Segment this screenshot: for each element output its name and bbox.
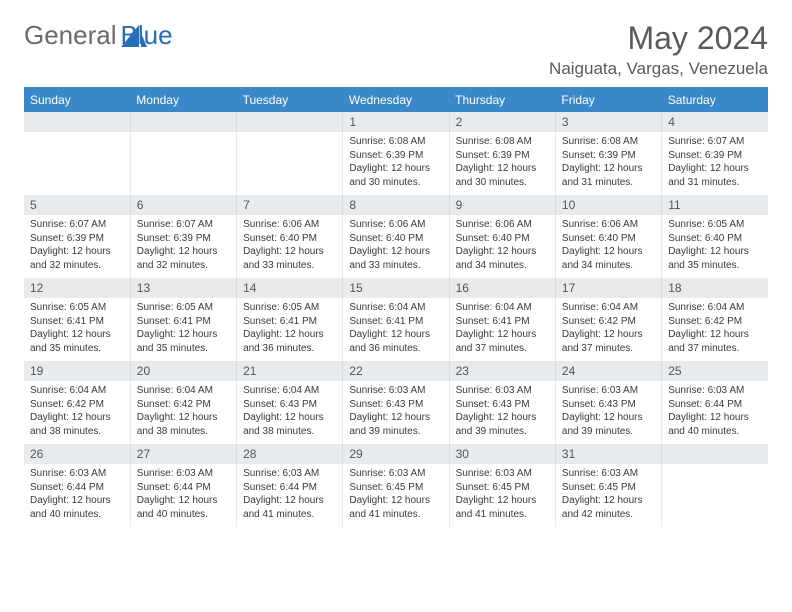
day-number-cell [24,112,130,132]
weekday-header-cell: Monday [130,88,236,113]
day-number-cell: 14 [237,278,343,298]
day-number-cell: 15 [343,278,449,298]
day-detail-cell: Sunrise: 6:05 AMSunset: 6:41 PMDaylight:… [24,298,130,361]
month-title: May 2024 [549,20,768,57]
day-detail-cell: Sunrise: 6:04 AMSunset: 6:42 PMDaylight:… [130,381,236,444]
day-number-cell: 2 [449,112,555,132]
day-number-cell: 6 [130,195,236,215]
calendar-table: SundayMondayTuesdayWednesdayThursdayFrid… [24,87,768,527]
day-detail-cell: Sunrise: 6:08 AMSunset: 6:39 PMDaylight:… [449,132,555,195]
day-detail-cell: Sunrise: 6:05 AMSunset: 6:41 PMDaylight:… [130,298,236,361]
weekday-header-cell: Wednesday [343,88,449,113]
day-number-cell: 30 [449,444,555,464]
day-number-row: 567891011 [24,195,768,215]
day-number-cell: 11 [662,195,768,215]
day-number-row: 12131415161718 [24,278,768,298]
day-number-cell: 13 [130,278,236,298]
title-block: May 2024 Naiguata, Vargas, Venezuela [549,20,768,79]
day-detail-cell: Sunrise: 6:07 AMSunset: 6:39 PMDaylight:… [24,215,130,278]
day-detail-cell: Sunrise: 6:04 AMSunset: 6:43 PMDaylight:… [237,381,343,444]
day-number-cell: 25 [662,361,768,381]
day-number-row: 262728293031 [24,444,768,464]
day-detail-cell: Sunrise: 6:05 AMSunset: 6:40 PMDaylight:… [662,215,768,278]
day-number-row: 19202122232425 [24,361,768,381]
weekday-header-cell: Sunday [24,88,130,113]
day-detail-cell: Sunrise: 6:03 AMSunset: 6:44 PMDaylight:… [662,381,768,444]
day-detail-row: Sunrise: 6:08 AMSunset: 6:39 PMDaylight:… [24,132,768,195]
weekday-header-cell: Tuesday [237,88,343,113]
day-number-cell: 12 [24,278,130,298]
day-detail-cell: Sunrise: 6:06 AMSunset: 6:40 PMDaylight:… [449,215,555,278]
day-detail-cell: Sunrise: 6:08 AMSunset: 6:39 PMDaylight:… [343,132,449,195]
day-number-cell [662,444,768,464]
day-detail-cell: Sunrise: 6:04 AMSunset: 6:42 PMDaylight:… [24,381,130,444]
day-detail-cell: Sunrise: 6:06 AMSunset: 6:40 PMDaylight:… [343,215,449,278]
day-number-cell: 1 [343,112,449,132]
day-number-cell: 3 [555,112,661,132]
day-detail-cell: Sunrise: 6:03 AMSunset: 6:43 PMDaylight:… [555,381,661,444]
day-detail-cell: Sunrise: 6:06 AMSunset: 6:40 PMDaylight:… [237,215,343,278]
day-detail-row: Sunrise: 6:04 AMSunset: 6:42 PMDaylight:… [24,381,768,444]
day-detail-cell: Sunrise: 6:04 AMSunset: 6:41 PMDaylight:… [449,298,555,361]
day-number-cell [237,112,343,132]
day-detail-cell: Sunrise: 6:03 AMSunset: 6:44 PMDaylight:… [130,464,236,527]
day-detail-cell: Sunrise: 6:07 AMSunset: 6:39 PMDaylight:… [130,215,236,278]
day-number-row: 1234 [24,112,768,132]
day-number-cell: 9 [449,195,555,215]
day-detail-cell: Sunrise: 6:04 AMSunset: 6:42 PMDaylight:… [662,298,768,361]
day-detail-cell [237,132,343,195]
day-detail-cell [662,464,768,527]
day-detail-cell: Sunrise: 6:03 AMSunset: 6:44 PMDaylight:… [237,464,343,527]
day-number-cell: 5 [24,195,130,215]
day-number-cell: 21 [237,361,343,381]
day-number-cell: 28 [237,444,343,464]
day-detail-cell [24,132,130,195]
day-detail-cell: Sunrise: 6:03 AMSunset: 6:43 PMDaylight:… [449,381,555,444]
day-number-cell: 7 [237,195,343,215]
logo-text-blue: Blue [121,20,173,50]
day-number-cell: 27 [130,444,236,464]
day-number-cell: 16 [449,278,555,298]
header: General Blue May 2024 Naiguata, Vargas, … [24,20,768,79]
day-detail-cell: Sunrise: 6:04 AMSunset: 6:42 PMDaylight:… [555,298,661,361]
logo: General Blue [24,20,173,51]
weekday-header-cell: Saturday [662,88,768,113]
day-detail-cell: Sunrise: 6:03 AMSunset: 6:45 PMDaylight:… [449,464,555,527]
day-number-cell: 31 [555,444,661,464]
day-detail-cell: Sunrise: 6:03 AMSunset: 6:45 PMDaylight:… [343,464,449,527]
weekday-header-row: SundayMondayTuesdayWednesdayThursdayFrid… [24,88,768,113]
day-number-cell: 18 [662,278,768,298]
day-detail-cell: Sunrise: 6:07 AMSunset: 6:39 PMDaylight:… [662,132,768,195]
day-number-cell: 24 [555,361,661,381]
day-detail-row: Sunrise: 6:05 AMSunset: 6:41 PMDaylight:… [24,298,768,361]
logo-text-gray: General [24,20,117,51]
day-detail-cell: Sunrise: 6:04 AMSunset: 6:41 PMDaylight:… [343,298,449,361]
day-number-cell: 26 [24,444,130,464]
day-detail-cell [130,132,236,195]
day-number-cell: 10 [555,195,661,215]
day-detail-row: Sunrise: 6:07 AMSunset: 6:39 PMDaylight:… [24,215,768,278]
day-detail-cell: Sunrise: 6:03 AMSunset: 6:43 PMDaylight:… [343,381,449,444]
day-detail-cell: Sunrise: 6:03 AMSunset: 6:45 PMDaylight:… [555,464,661,527]
day-number-cell: 29 [343,444,449,464]
day-number-cell: 20 [130,361,236,381]
day-number-cell: 8 [343,195,449,215]
day-number-cell: 19 [24,361,130,381]
weekday-header-cell: Thursday [449,88,555,113]
day-number-cell: 17 [555,278,661,298]
day-number-cell: 23 [449,361,555,381]
day-detail-cell: Sunrise: 6:03 AMSunset: 6:44 PMDaylight:… [24,464,130,527]
location: Naiguata, Vargas, Venezuela [549,59,768,79]
day-number-cell: 4 [662,112,768,132]
day-detail-cell: Sunrise: 6:05 AMSunset: 6:41 PMDaylight:… [237,298,343,361]
day-detail-row: Sunrise: 6:03 AMSunset: 6:44 PMDaylight:… [24,464,768,527]
day-detail-cell: Sunrise: 6:08 AMSunset: 6:39 PMDaylight:… [555,132,661,195]
day-detail-cell: Sunrise: 6:06 AMSunset: 6:40 PMDaylight:… [555,215,661,278]
weekday-header-cell: Friday [555,88,661,113]
day-number-cell [130,112,236,132]
day-number-cell: 22 [343,361,449,381]
